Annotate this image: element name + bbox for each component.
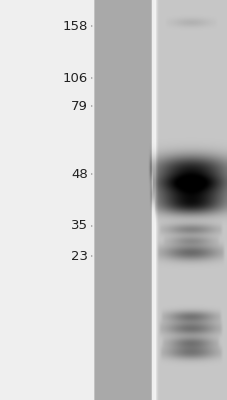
Text: 48: 48 [71,168,87,180]
Text: 79: 79 [71,100,87,112]
Text: 158: 158 [62,20,87,32]
Text: 35: 35 [70,220,87,232]
Text: 106: 106 [62,72,87,84]
Text: 23: 23 [70,250,87,262]
